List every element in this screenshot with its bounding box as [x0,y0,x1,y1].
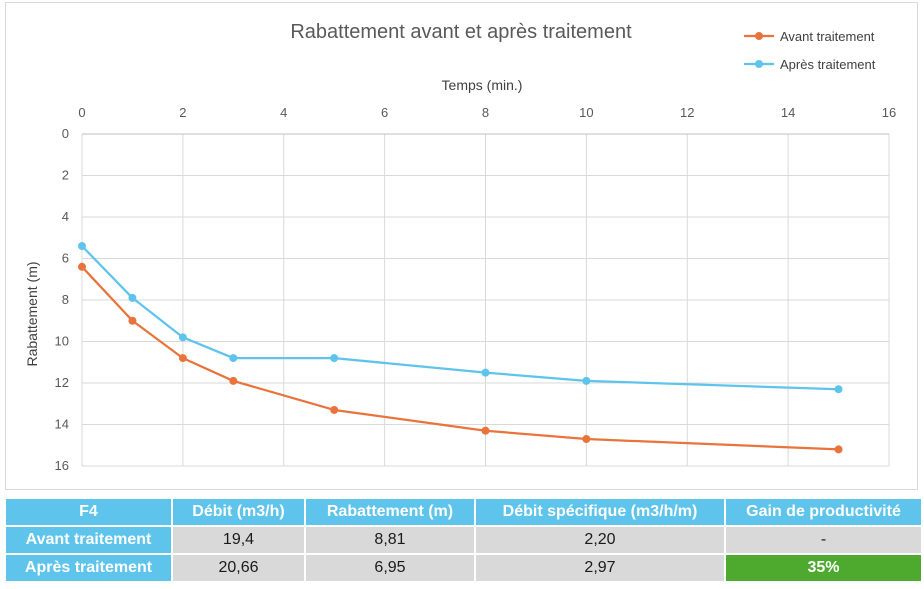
cell-gain: - [726,527,921,553]
data-point [229,376,238,385]
x-tick-label: 8 [482,105,489,120]
x-tick-label: 12 [680,105,694,120]
y-tick-label: 10 [55,334,69,349]
data-point [330,354,339,363]
x-tick-label: 10 [579,105,593,120]
y-tick-label: 2 [62,168,69,183]
cell-debit-specifique: 2,97 [476,555,724,581]
cell-rabattement: 6,95 [306,555,474,581]
x-tick-label: 6 [381,105,388,120]
legend-label: Après traitement [780,57,876,72]
table-header-rabattement: Rabattement (m) [306,499,474,525]
table-header-debit-specifique: Débit spécifique (m3/h/m) [476,499,724,525]
cell-gain-highlight: 35% [726,555,921,581]
table-header-row: F4 Débit (m3/h) Rabattement (m) Débit sp… [6,499,921,525]
data-point [178,354,187,363]
y-tick-label: 4 [62,209,69,224]
data-point [78,262,86,271]
x-tick-label: 4 [280,105,287,120]
row-label: Après traitement [6,555,171,581]
legend: Avant traitement Après traitement [744,29,876,72]
series-line [81,245,839,391]
cell-rabattement: 8,81 [306,527,474,553]
data-point [330,405,339,414]
y-tick-label: 12 [55,375,69,390]
chart-canvas: Rabattement avant et après traitement Te… [24,21,897,473]
x-axis-label: Temps (min.) [442,77,523,93]
data-point [481,368,490,377]
legend-marker [755,32,763,40]
tick-labels: 0 2 4 6 8 10 12 14 16 0 2 4 6 8 10 12 14 16 [55,105,897,473]
y-tick-label: 0 [62,126,69,141]
data-point [582,376,591,385]
data-point [229,354,238,363]
y-tick-label: 16 [55,458,69,473]
results-table: F4 Débit (m3/h) Rabattement (m) Débit sp… [4,497,923,583]
data-point [128,293,137,302]
legend-label: Avant traitement [780,29,875,44]
table-row: Avant traitement 19,4 8,81 2,20 - [6,527,921,553]
cell-debit: 19,4 [173,527,304,553]
legend-marker [755,60,763,68]
y-tick-label: 6 [62,251,69,266]
data-point [834,445,843,454]
cell-debit-specifique: 2,20 [476,527,724,553]
row-label: Avant traitement [6,527,171,553]
series-line [81,266,839,451]
table-row: Après traitement 20,66 6,95 2,97 35% [6,555,921,581]
table-header-gain: Gain de productivité [726,499,921,525]
data-point [582,435,591,444]
y-tick-label: 8 [62,292,69,307]
data-point [178,333,187,342]
table-header-debit: Débit (m3/h) [173,499,304,525]
data-point [481,426,490,435]
x-tick-label: 16 [882,105,896,120]
x-tick-label: 0 [78,105,85,120]
table-header-well: F4 [6,499,171,525]
chart-title: Rabattement avant et après traitement [290,21,632,43]
data-point [78,242,86,251]
chart-area: Rabattement avant et après traitement Te… [5,2,918,490]
y-axis-label: Rabattement (m) [24,261,40,366]
data-point [128,316,137,325]
data-point [834,385,843,394]
x-tick-label: 2 [179,105,186,120]
cell-debit: 20,66 [173,555,304,581]
y-tick-label: 14 [55,417,69,432]
gridlines [81,133,890,467]
x-tick-label: 14 [781,105,795,120]
series-lines [78,242,843,454]
